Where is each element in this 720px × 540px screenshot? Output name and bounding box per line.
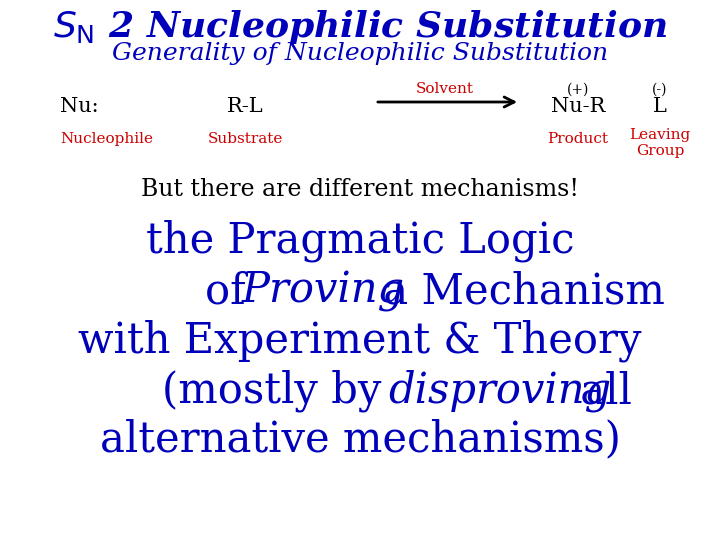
Text: Nu:: Nu: [60,97,99,116]
Text: all: all [567,370,632,412]
Text: (-): (-) [652,83,667,97]
Text: But there are different mechanisms!: But there are different mechanisms! [141,178,579,201]
Text: (mostly by: (mostly by [162,370,395,413]
Text: (+): (+) [567,83,589,97]
Text: Product: Product [547,132,608,146]
Text: with Experiment & Theory: with Experiment & Theory [78,320,642,362]
Text: Substrate: Substrate [207,132,283,146]
Text: the Pragmatic Logic: the Pragmatic Logic [145,220,575,262]
Text: Generality of Nucleophilic Substitution: Generality of Nucleophilic Substitution [112,42,608,65]
Text: a Mechanism: a Mechanism [370,270,665,312]
Text: R-L: R-L [227,97,264,116]
Text: Nucleophile: Nucleophile [60,132,153,146]
Text: alternative mechanisms): alternative mechanisms) [99,418,621,460]
Text: $S_{\rm N}$ 2 Nucleophilic Substitution: $S_{\rm N}$ 2 Nucleophilic Substitution [53,8,667,46]
Text: Solvent: Solvent [416,82,474,96]
Text: L: L [653,97,667,116]
Text: Proving: Proving [242,270,405,312]
Text: Nu-R: Nu-R [551,97,606,116]
Text: of: of [205,270,258,312]
Text: disproving: disproving [388,370,611,413]
Text: Leaving
Group: Leaving Group [629,128,690,158]
